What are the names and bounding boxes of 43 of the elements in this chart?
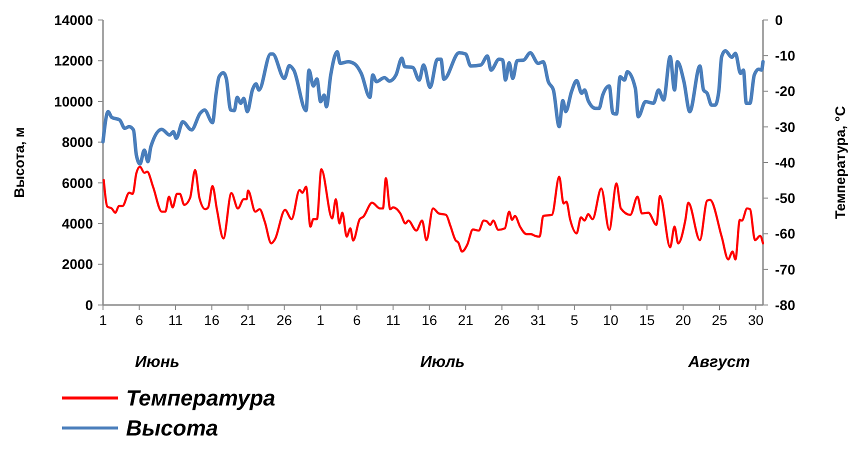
y-tick-label: 10000 (54, 93, 94, 110)
y-tick-label: 12000 (54, 52, 94, 69)
y-tick-label: 4000 (62, 215, 94, 232)
x-tick-label: 25 (712, 312, 728, 328)
y2-tick-label: -10 (775, 48, 796, 64)
x-tick-label: 11 (386, 312, 401, 328)
y-tick-label: 6000 (62, 174, 94, 191)
x-tick-label: 30 (748, 312, 764, 328)
y2-tick-label: -30 (775, 118, 796, 135)
legend-label: Высота (126, 416, 218, 441)
x-tick-label: 26 (494, 312, 510, 328)
y-tick-label: 14000 (54, 12, 94, 28)
y2-tick-label: -70 (775, 261, 796, 278)
y-tick-label: 8000 (62, 134, 94, 150)
x-tick-label: 16 (422, 312, 438, 328)
y-axis-title: Высота, м (11, 127, 27, 198)
x-tick-label: 26 (276, 312, 292, 328)
y-tick-label: 0 (85, 296, 94, 313)
text: Июнь (135, 354, 180, 371)
y2-tick-label: -40 (775, 154, 796, 170)
x-tick-label: 21 (240, 312, 256, 328)
x-tick-label: 21 (458, 312, 474, 328)
legend-label: Температура (126, 386, 276, 411)
y2-tick-label: -20 (775, 83, 796, 100)
y2-axis-title: Температура, °C (832, 106, 848, 220)
x-tick-label: 31 (530, 312, 546, 328)
y2-tick-label: -80 (775, 296, 796, 313)
y2-tick-label: -60 (775, 226, 796, 242)
x-tick-label: 5 (570, 312, 579, 328)
y2-tick-label: 0 (775, 12, 783, 28)
x-tick-label: 15 (639, 312, 655, 328)
x-tick-label: 6 (135, 312, 144, 328)
x-tick-label: 10 (602, 312, 619, 328)
y2-tick-label: -50 (775, 190, 796, 206)
text: Август (687, 354, 750, 371)
x-tick-label: 1 (99, 312, 108, 328)
x-tick-label: 1 (316, 312, 325, 328)
x-tick-label: 20 (675, 312, 692, 328)
x-tick-label: 16 (204, 312, 220, 328)
x-tick-label: 6 (352, 312, 361, 328)
y-tick-label: 2000 (62, 256, 94, 272)
x-tick-label: 11 (168, 312, 183, 328)
text: Июль (420, 354, 465, 371)
